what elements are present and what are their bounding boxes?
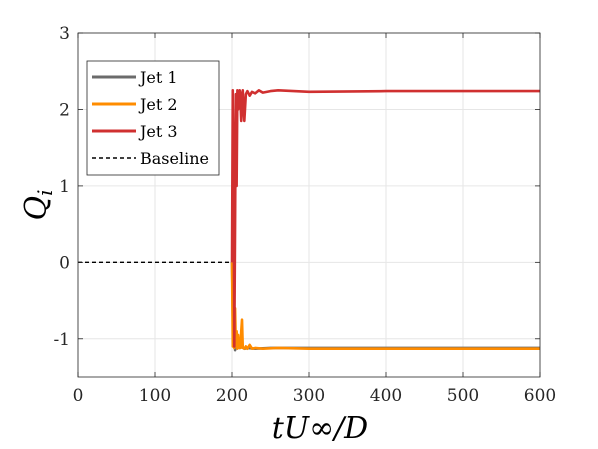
y-tick-label: 3 <box>59 24 70 44</box>
ticks <box>77 32 541 377</box>
y-axis-label: Qi <box>19 189 57 220</box>
legend: Jet 1 Jet 2 Jet 3 Baseline <box>86 60 220 176</box>
y-tick-label: 2 <box>59 100 70 120</box>
x-tick-label: 200 <box>216 386 248 406</box>
x-tick-label: 600 <box>524 386 556 406</box>
y-tick-label: 0 <box>59 253 70 273</box>
x-tick-label: 100 <box>139 386 171 406</box>
y-axis-label-subscript: i <box>33 189 57 195</box>
legend-items: Jet 1 Jet 2 Jet 3 Baseline <box>92 68 209 168</box>
series-layer <box>78 89 540 352</box>
y-axis-label-main: Q <box>19 196 54 221</box>
series-line-jet-3 <box>230 89 540 348</box>
legend-label-jet-1: Jet 1 <box>138 68 178 87</box>
legend-label-jet-3: Jet 3 <box>138 122 178 141</box>
y-tick-label: 1 <box>59 177 70 197</box>
x-tick-label: 300 <box>293 386 325 406</box>
y-tick-label: -1 <box>53 330 70 350</box>
x-tick-label: 400 <box>370 386 402 406</box>
x-tick-labels: 0 100 200 300 400 500 600 <box>73 386 557 406</box>
legend-box <box>86 60 220 176</box>
x-axis-label: tU∞/D <box>272 411 369 446</box>
legend-label-baseline: Baseline <box>140 149 209 168</box>
y-tick-labels: -1 0 1 2 3 <box>53 24 70 350</box>
x-tick-label: 0 <box>73 386 84 406</box>
legend-label-jet-2: Jet 2 <box>138 95 178 114</box>
x-tick-label: 500 <box>447 386 479 406</box>
